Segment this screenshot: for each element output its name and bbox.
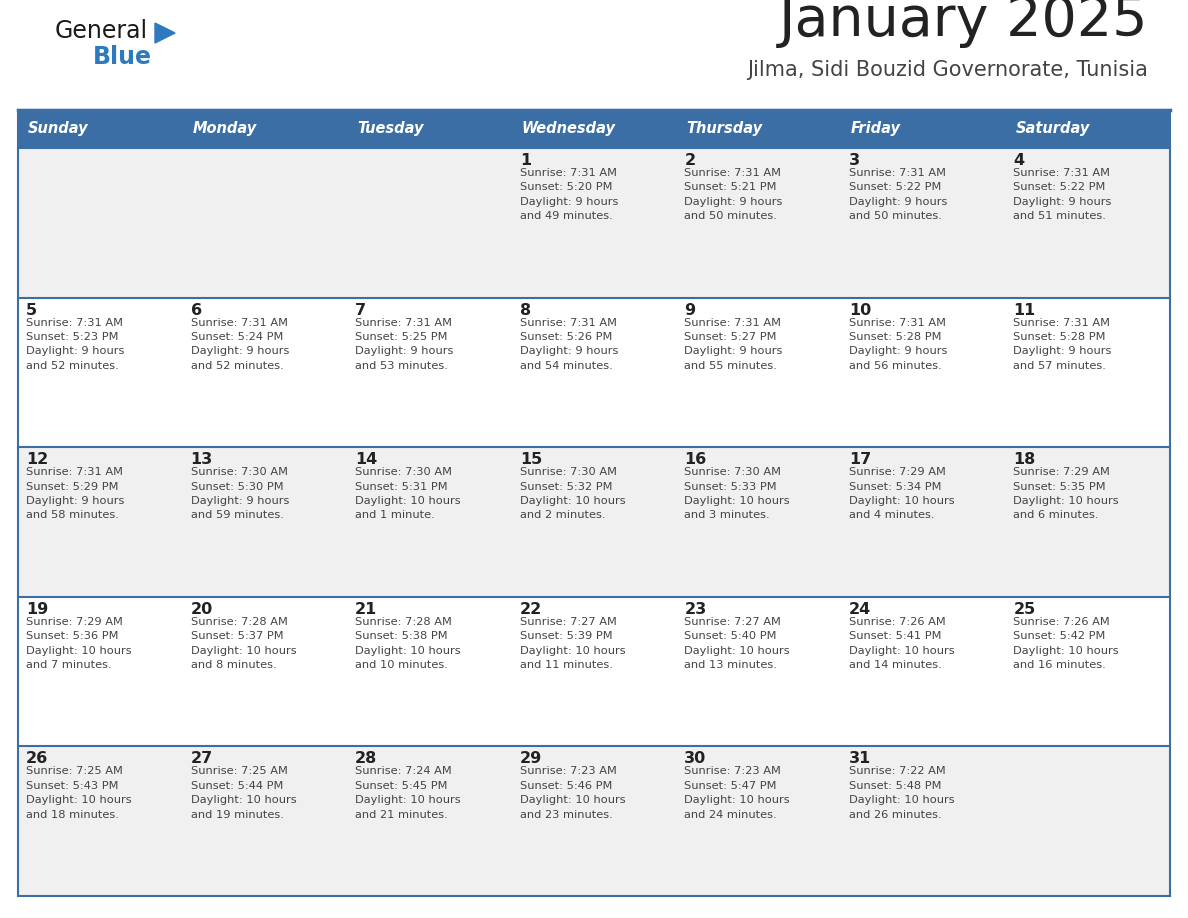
Text: 30: 30 xyxy=(684,752,707,767)
Text: Sunrise: 7:28 AM
Sunset: 5:37 PM
Daylight: 10 hours
and 8 minutes.: Sunrise: 7:28 AM Sunset: 5:37 PM Dayligh… xyxy=(190,617,296,670)
Text: Sunday: Sunday xyxy=(29,121,89,137)
Bar xyxy=(18,110,183,148)
Bar xyxy=(18,148,1170,297)
Text: 17: 17 xyxy=(849,453,871,467)
Text: 29: 29 xyxy=(519,752,542,767)
Text: Sunrise: 7:30 AM
Sunset: 5:31 PM
Daylight: 10 hours
and 1 minute.: Sunrise: 7:30 AM Sunset: 5:31 PM Dayligh… xyxy=(355,467,461,521)
Text: General: General xyxy=(55,19,148,43)
Text: 23: 23 xyxy=(684,602,707,617)
Text: 3: 3 xyxy=(849,153,860,168)
Bar xyxy=(18,746,1170,896)
Text: Sunrise: 7:30 AM
Sunset: 5:30 PM
Daylight: 9 hours
and 59 minutes.: Sunrise: 7:30 AM Sunset: 5:30 PM Dayligh… xyxy=(190,467,289,521)
Text: Sunrise: 7:31 AM
Sunset: 5:24 PM
Daylight: 9 hours
and 52 minutes.: Sunrise: 7:31 AM Sunset: 5:24 PM Dayligh… xyxy=(190,318,289,371)
Bar xyxy=(18,297,1170,447)
Text: Sunrise: 7:23 AM
Sunset: 5:46 PM
Daylight: 10 hours
and 23 minutes.: Sunrise: 7:23 AM Sunset: 5:46 PM Dayligh… xyxy=(519,767,625,820)
Text: Blue: Blue xyxy=(93,45,152,69)
Text: 16: 16 xyxy=(684,453,707,467)
Text: 9: 9 xyxy=(684,303,695,318)
Text: Sunrise: 7:30 AM
Sunset: 5:32 PM
Daylight: 10 hours
and 2 minutes.: Sunrise: 7:30 AM Sunset: 5:32 PM Dayligh… xyxy=(519,467,625,521)
Text: Sunrise: 7:26 AM
Sunset: 5:42 PM
Daylight: 10 hours
and 16 minutes.: Sunrise: 7:26 AM Sunset: 5:42 PM Dayligh… xyxy=(1013,617,1119,670)
Text: Sunrise: 7:31 AM
Sunset: 5:26 PM
Daylight: 9 hours
and 54 minutes.: Sunrise: 7:31 AM Sunset: 5:26 PM Dayligh… xyxy=(519,318,618,371)
Text: 6: 6 xyxy=(190,303,202,318)
Text: Sunrise: 7:25 AM
Sunset: 5:43 PM
Daylight: 10 hours
and 18 minutes.: Sunrise: 7:25 AM Sunset: 5:43 PM Dayligh… xyxy=(26,767,132,820)
Bar xyxy=(1005,110,1170,148)
Text: 1: 1 xyxy=(519,153,531,168)
Text: 2: 2 xyxy=(684,153,695,168)
Text: Sunrise: 7:29 AM
Sunset: 5:36 PM
Daylight: 10 hours
and 7 minutes.: Sunrise: 7:29 AM Sunset: 5:36 PM Dayligh… xyxy=(26,617,132,670)
Text: 31: 31 xyxy=(849,752,871,767)
Text: 12: 12 xyxy=(26,453,49,467)
Text: 21: 21 xyxy=(355,602,378,617)
Text: Friday: Friday xyxy=(851,121,901,137)
Text: 27: 27 xyxy=(190,752,213,767)
Text: Sunrise: 7:29 AM
Sunset: 5:35 PM
Daylight: 10 hours
and 6 minutes.: Sunrise: 7:29 AM Sunset: 5:35 PM Dayligh… xyxy=(1013,467,1119,521)
Text: 7: 7 xyxy=(355,303,366,318)
Text: 19: 19 xyxy=(26,602,49,617)
Text: Sunrise: 7:27 AM
Sunset: 5:40 PM
Daylight: 10 hours
and 13 minutes.: Sunrise: 7:27 AM Sunset: 5:40 PM Dayligh… xyxy=(684,617,790,670)
Text: Sunrise: 7:22 AM
Sunset: 5:48 PM
Daylight: 10 hours
and 26 minutes.: Sunrise: 7:22 AM Sunset: 5:48 PM Dayligh… xyxy=(849,767,954,820)
Text: Sunrise: 7:31 AM
Sunset: 5:20 PM
Daylight: 9 hours
and 49 minutes.: Sunrise: 7:31 AM Sunset: 5:20 PM Dayligh… xyxy=(519,168,618,221)
Text: Sunrise: 7:31 AM
Sunset: 5:23 PM
Daylight: 9 hours
and 52 minutes.: Sunrise: 7:31 AM Sunset: 5:23 PM Dayligh… xyxy=(26,318,125,371)
Bar xyxy=(18,597,1170,746)
Text: Sunrise: 7:30 AM
Sunset: 5:33 PM
Daylight: 10 hours
and 3 minutes.: Sunrise: 7:30 AM Sunset: 5:33 PM Dayligh… xyxy=(684,467,790,521)
Text: 5: 5 xyxy=(26,303,37,318)
Bar xyxy=(512,110,676,148)
Text: 20: 20 xyxy=(190,602,213,617)
Text: 4: 4 xyxy=(1013,153,1024,168)
Text: Sunrise: 7:23 AM
Sunset: 5:47 PM
Daylight: 10 hours
and 24 minutes.: Sunrise: 7:23 AM Sunset: 5:47 PM Dayligh… xyxy=(684,767,790,820)
Polygon shape xyxy=(154,23,175,43)
Bar xyxy=(841,110,1005,148)
Text: 15: 15 xyxy=(519,453,542,467)
Text: Sunrise: 7:31 AM
Sunset: 5:29 PM
Daylight: 9 hours
and 58 minutes.: Sunrise: 7:31 AM Sunset: 5:29 PM Dayligh… xyxy=(26,467,125,521)
Text: 8: 8 xyxy=(519,303,531,318)
Text: 28: 28 xyxy=(355,752,378,767)
Text: 14: 14 xyxy=(355,453,378,467)
Text: Sunrise: 7:28 AM
Sunset: 5:38 PM
Daylight: 10 hours
and 10 minutes.: Sunrise: 7:28 AM Sunset: 5:38 PM Dayligh… xyxy=(355,617,461,670)
Text: 18: 18 xyxy=(1013,453,1036,467)
Text: January 2025: January 2025 xyxy=(778,0,1148,48)
Text: 26: 26 xyxy=(26,752,49,767)
Text: Sunrise: 7:27 AM
Sunset: 5:39 PM
Daylight: 10 hours
and 11 minutes.: Sunrise: 7:27 AM Sunset: 5:39 PM Dayligh… xyxy=(519,617,625,670)
Text: 10: 10 xyxy=(849,303,871,318)
Text: Monday: Monday xyxy=(192,121,257,137)
Text: Sunrise: 7:31 AM
Sunset: 5:28 PM
Daylight: 9 hours
and 57 minutes.: Sunrise: 7:31 AM Sunset: 5:28 PM Dayligh… xyxy=(1013,318,1112,371)
Text: Sunrise: 7:31 AM
Sunset: 5:22 PM
Daylight: 9 hours
and 51 minutes.: Sunrise: 7:31 AM Sunset: 5:22 PM Dayligh… xyxy=(1013,168,1112,221)
Text: Sunrise: 7:31 AM
Sunset: 5:22 PM
Daylight: 9 hours
and 50 minutes.: Sunrise: 7:31 AM Sunset: 5:22 PM Dayligh… xyxy=(849,168,947,221)
Text: 11: 11 xyxy=(1013,303,1036,318)
Bar xyxy=(347,110,512,148)
Text: 22: 22 xyxy=(519,602,542,617)
Bar xyxy=(183,110,347,148)
Text: 24: 24 xyxy=(849,602,871,617)
Bar xyxy=(676,110,841,148)
Text: 25: 25 xyxy=(1013,602,1036,617)
Text: Sunrise: 7:31 AM
Sunset: 5:27 PM
Daylight: 9 hours
and 55 minutes.: Sunrise: 7:31 AM Sunset: 5:27 PM Dayligh… xyxy=(684,318,783,371)
Text: Wednesday: Wednesday xyxy=(522,121,615,137)
Text: Jilma, Sidi Bouzid Governorate, Tunisia: Jilma, Sidi Bouzid Governorate, Tunisia xyxy=(747,60,1148,80)
Text: Sunrise: 7:31 AM
Sunset: 5:25 PM
Daylight: 9 hours
and 53 minutes.: Sunrise: 7:31 AM Sunset: 5:25 PM Dayligh… xyxy=(355,318,454,371)
Text: Sunrise: 7:31 AM
Sunset: 5:28 PM
Daylight: 9 hours
and 56 minutes.: Sunrise: 7:31 AM Sunset: 5:28 PM Dayligh… xyxy=(849,318,947,371)
Text: Sunrise: 7:29 AM
Sunset: 5:34 PM
Daylight: 10 hours
and 4 minutes.: Sunrise: 7:29 AM Sunset: 5:34 PM Dayligh… xyxy=(849,467,954,521)
Text: Sunrise: 7:26 AM
Sunset: 5:41 PM
Daylight: 10 hours
and 14 minutes.: Sunrise: 7:26 AM Sunset: 5:41 PM Dayligh… xyxy=(849,617,954,670)
Text: Sunrise: 7:24 AM
Sunset: 5:45 PM
Daylight: 10 hours
and 21 minutes.: Sunrise: 7:24 AM Sunset: 5:45 PM Dayligh… xyxy=(355,767,461,820)
Text: Thursday: Thursday xyxy=(687,121,763,137)
Text: Sunrise: 7:25 AM
Sunset: 5:44 PM
Daylight: 10 hours
and 19 minutes.: Sunrise: 7:25 AM Sunset: 5:44 PM Dayligh… xyxy=(190,767,296,820)
Text: 13: 13 xyxy=(190,453,213,467)
Text: Sunrise: 7:31 AM
Sunset: 5:21 PM
Daylight: 9 hours
and 50 minutes.: Sunrise: 7:31 AM Sunset: 5:21 PM Dayligh… xyxy=(684,168,783,221)
Bar xyxy=(18,447,1170,597)
Text: Tuesday: Tuesday xyxy=(358,121,424,137)
Text: Saturday: Saturday xyxy=(1016,121,1089,137)
